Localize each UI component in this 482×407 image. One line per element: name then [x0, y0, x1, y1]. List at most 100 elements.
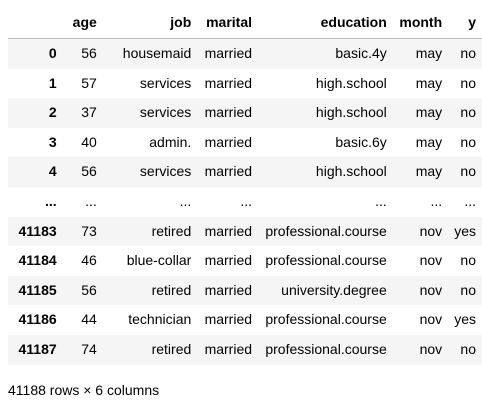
table-cell-month: nov [419, 222, 443, 239]
table-cell-y: no [460, 163, 476, 180]
row-index: 41185 [18, 281, 57, 298]
table-cell-education: basic.4y [335, 45, 387, 61]
column-header-age: age [62, 6, 103, 39]
table-cell-age: 40 [81, 133, 97, 150]
row-index: ... [44, 192, 57, 209]
row-index: 0 [48, 45, 57, 61]
row-index: 41184 [18, 252, 57, 269]
table-cell-marital: married [204, 311, 253, 328]
table-cell-job: services [139, 74, 192, 91]
table-cell-job: blue-collar [126, 252, 192, 269]
table-cell-marital: married [204, 163, 253, 180]
table-row: 2 37 services married high.school may no [8, 98, 482, 128]
row-index: 41187 [18, 340, 57, 357]
table-cell-month: nov [419, 252, 443, 269]
table-cell-marital: married [204, 252, 253, 269]
table-cell-job: admin. [149, 133, 192, 150]
table-cell-education: high.school [315, 163, 387, 180]
table-cell-y: no [460, 340, 476, 357]
row-index: 41183 [18, 222, 57, 239]
dataframe-shape-label: 41188 rows × 6 columns [8, 382, 160, 398]
table-row: ..................... [8, 186, 482, 217]
table-cell-marital: married [204, 74, 253, 91]
table-cell-job: technician [128, 311, 192, 328]
table-cell-month: may [415, 163, 443, 180]
table-cell-age: 44 [81, 311, 97, 328]
table-cell-y: ... [464, 192, 476, 209]
table-cell-job: housemaid [122, 45, 192, 61]
table-cell-education: basic.6y [335, 133, 387, 150]
table-cell-job: retired [151, 340, 192, 357]
table-cell-y: no [460, 74, 476, 91]
table-cell-education: professional.course [265, 340, 387, 357]
table-row: 41187 74 retired married professional.course… [8, 334, 482, 365]
table-row: 41183 73 retired married professional.course… [8, 216, 482, 247]
table-cell-y: yes [454, 222, 476, 239]
table-cell-job: services [139, 163, 192, 180]
table-cell-y: no [460, 45, 476, 61]
table-cell-age: 56 [81, 163, 97, 180]
table-cell-month: ... [430, 192, 443, 209]
table-cell-education: university.degree [281, 281, 387, 298]
table-cell-y: no [460, 252, 476, 269]
row-index: 1 [48, 74, 57, 91]
table-cell-education: professional.course [265, 222, 387, 239]
table-cell-job: retired [151, 222, 192, 239]
table-row: 1 57 services married high.school may no [8, 68, 482, 99]
table-cell-education: ... [375, 192, 387, 209]
table-cell-age: 56 [81, 45, 97, 61]
column-header-job: job [102, 6, 198, 39]
table-row: 4 56 services married high.school may no [8, 157, 482, 187]
table-row: 41184 46 blue-collar married professional.co… [8, 246, 482, 276]
table-cell-education: professional.course [265, 311, 387, 328]
table-cell-education: high.school [315, 74, 387, 91]
table-cell-marital: married [204, 222, 253, 239]
table-cell-y: no [460, 104, 476, 121]
table-cell-age: 37 [81, 104, 97, 121]
table-row: 41186 44 technician married professional.cou… [8, 305, 482, 335]
table-cell-marital: married [204, 281, 253, 298]
table-cell-marital: married [204, 104, 253, 121]
row-index: 3 [48, 133, 57, 150]
row-index: 2 [48, 104, 57, 121]
table-cell-job: services [139, 104, 192, 121]
table-cell-age: 73 [81, 222, 97, 239]
column-header-marital: marital [197, 6, 259, 39]
column-header-education: education [258, 6, 393, 39]
table-cell-job: retired [151, 281, 192, 298]
table-row: 41185 56 retired married university.degree no… [8, 275, 482, 306]
table-cell-month: nov [419, 311, 443, 328]
column-header-month: month [392, 6, 449, 39]
table-cell-marital: married [204, 340, 253, 357]
dataframe-table: age job marital education month y 0 56 hou… [8, 6, 482, 365]
header-row: age job marital education month y [8, 6, 482, 39]
table-cell-month: nov [419, 281, 443, 298]
table-body: 0 56 housemaid married basic.4y may no 1 57 servi… [8, 38, 482, 365]
table-cell-age: 46 [81, 252, 97, 269]
table-cell-age: 56 [81, 281, 97, 298]
table-row: 3 40 admin. married basic.6y may no [8, 127, 482, 158]
table-cell-age: 57 [81, 74, 97, 91]
table-cell-marital: ... [240, 192, 253, 209]
table-cell-month: may [415, 133, 443, 150]
column-header-y: y [448, 6, 482, 39]
table-cell-month: may [415, 74, 443, 91]
table-cell-marital: married [204, 133, 253, 150]
table-cell-job: ... [179, 192, 192, 209]
table-cell-age: ... [85, 192, 97, 209]
table-cell-month: nov [419, 340, 443, 357]
table-cell-y: no [460, 133, 476, 150]
table-cell-age: 74 [81, 340, 97, 357]
table-cell-month: may [415, 45, 443, 61]
table-cell-education: high.school [315, 104, 387, 121]
row-index: 4 [48, 163, 57, 180]
table-cell-y: yes [454, 311, 476, 328]
table-cell-month: may [415, 104, 443, 121]
table-row: 0 56 housemaid married basic.4y may no [8, 38, 482, 69]
table-cell-y: no [460, 281, 476, 298]
index-header [8, 6, 63, 39]
dataframe-output: age job marital education month y 0 56 hou… [8, 6, 482, 365]
table-cell-education: professional.course [265, 252, 387, 269]
row-index: 41186 [18, 311, 57, 328]
table-cell-marital: married [204, 45, 253, 61]
